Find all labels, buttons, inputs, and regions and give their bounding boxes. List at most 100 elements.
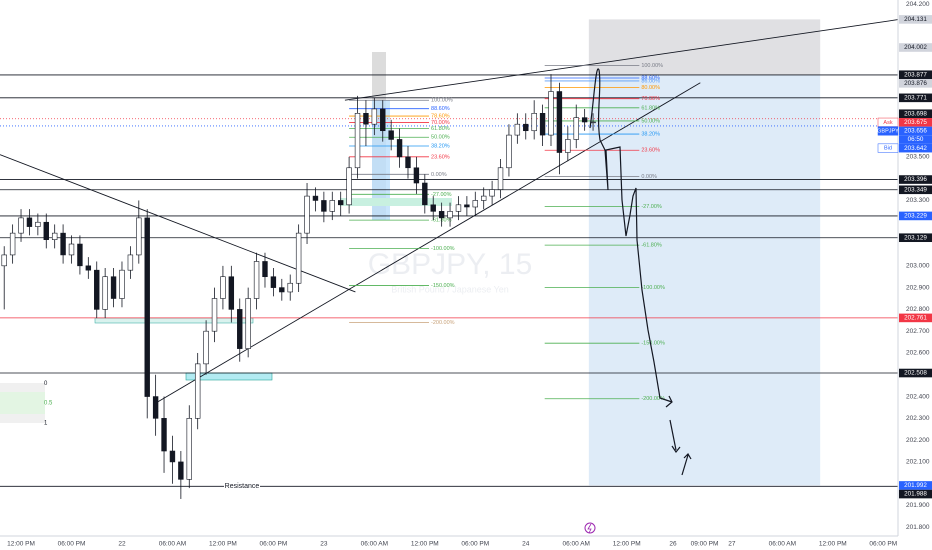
candle-body [287, 282, 293, 293]
price-tag-label: 203.129 [904, 234, 927, 241]
price-tag [899, 185, 932, 195]
price-tag [899, 109, 932, 119]
range-box-label: 0.5 [44, 401, 53, 407]
fib-label: -100.00% [431, 246, 455, 252]
candle-body [186, 418, 192, 480]
x-tick-label: 06:00 AM [562, 541, 589, 548]
x-tick-label: 06:00 AM [361, 541, 388, 548]
candle-body [506, 134, 512, 169]
candle-body [270, 276, 277, 288]
price-tag-label: 203.675 [904, 119, 927, 126]
price-tag-label: 203.877 [904, 71, 927, 78]
candle-body [405, 156, 411, 169]
fib-label: 38.20% [641, 131, 660, 137]
candle-body [464, 204, 470, 208]
candle-body [94, 269, 100, 310]
price-tag-label: 202.508 [904, 370, 927, 377]
price-tag-label: 203.642 [904, 145, 927, 152]
candle-body [396, 139, 403, 158]
price-tag-name-bg [877, 143, 899, 153]
candle-body [371, 108, 378, 125]
event-icon[interactable] [584, 522, 596, 534]
y-tick-label: 204.200 [906, 1, 930, 8]
candle-body [144, 217, 150, 397]
candle-body [481, 195, 487, 201]
fib-label: 100.00% [431, 98, 453, 104]
fib-label: 50.00% [431, 135, 450, 141]
x-tick-label: 27 [728, 541, 736, 548]
candle-body [472, 200, 478, 208]
price-tag [899, 79, 932, 88]
candle-body [447, 211, 453, 219]
fib-label: 0.00% [431, 172, 447, 178]
y-tick-label: 202.800 [906, 306, 930, 313]
candle-body [26, 217, 33, 227]
drawings-back [0, 52, 452, 423]
fib-label: 61.80% [431, 126, 450, 132]
price-tag-label: 203.698 [904, 110, 927, 117]
event-icon-bolt [587, 523, 592, 534]
candle-body [51, 232, 58, 240]
fib-label: 100.00% [641, 63, 663, 69]
y-tick-label: 202.200 [906, 437, 930, 444]
y-tick-label: 201.900 [906, 502, 930, 509]
axes: 12:00 PM 06:00 PM 22 06:00 AM 12:00 PM 06:00 … [7, 1, 932, 548]
price-tag [899, 481, 932, 490]
price-tag-label: 203.229 [904, 213, 927, 220]
fib-label: 70.00% [431, 120, 450, 126]
fib-label: -61.80% [641, 243, 662, 249]
fib-label: -27.00% [641, 204, 662, 210]
price-tag [899, 70, 932, 80]
candle-body [43, 221, 49, 240]
candle-body [77, 243, 83, 267]
candle-body [531, 113, 537, 132]
x-tick-label: 09:00 PM [691, 541, 719, 548]
candle-body [152, 396, 159, 419]
candle-body [110, 276, 117, 299]
price-tag [899, 118, 932, 127]
fib-label: 61.80% [641, 105, 660, 111]
x-tick-label: 06:00 AM [769, 541, 796, 548]
price-tag [899, 211, 932, 221]
price-tag-name: GBPJPY [877, 128, 899, 134]
fib-label: 78.60% [431, 114, 450, 120]
price-tag-name: Bid [884, 146, 892, 152]
candle-body [312, 195, 319, 201]
candle-body [413, 167, 420, 184]
candle-body [9, 232, 16, 256]
price-tag-label: 203.771 [904, 95, 927, 102]
price-tag [899, 93, 932, 103]
candle-body [102, 276, 108, 310]
position-target [588, 74, 821, 486]
fib-label: 88.60% [431, 106, 450, 112]
x-tick-label: 12:00 PM [819, 541, 847, 548]
y-tick-label: 203.500 [906, 154, 930, 161]
fib-label: 80.00% [641, 85, 660, 91]
hand-drawn-arrow [589, 68, 692, 476]
x-tick-label: 12:00 PM [209, 541, 237, 548]
price-tag-label: 204.131 [904, 16, 927, 23]
price-tag [899, 368, 932, 378]
x-tick-label: 12:00 PM [7, 541, 35, 548]
x-tick-label: 06:00 AM [159, 541, 186, 548]
candle-body [321, 200, 327, 212]
fib-label: 50.00% [641, 118, 660, 124]
y-tick-label: 202.300 [906, 415, 930, 422]
price-tag-label: 203.396 [904, 176, 927, 183]
candle-body [211, 298, 218, 332]
note-bg [224, 482, 260, 491]
fib-label: -150.00% [641, 341, 665, 347]
candle-body [295, 232, 302, 284]
x-tick-label: 06:00 PM [58, 541, 86, 548]
candle-body [438, 211, 445, 219]
price-tag [899, 143, 932, 153]
candle-body [136, 217, 142, 256]
fib-label: 23.60% [641, 148, 660, 154]
x-tick-label: 24 [522, 541, 530, 548]
candle-body [1, 254, 7, 267]
price-tag [899, 126, 932, 136]
trendline [344, 19, 899, 101]
y-tick-label: 202.100 [906, 459, 930, 466]
